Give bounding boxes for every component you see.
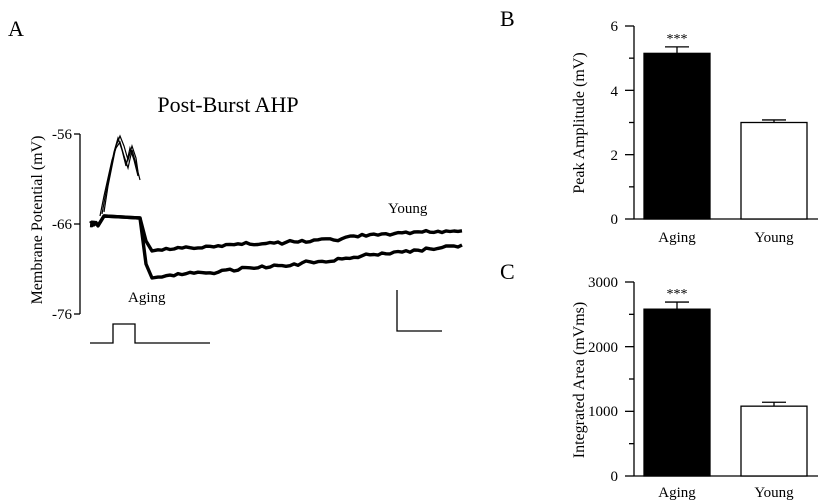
panel-c-y-tick-label: 1000 [588, 404, 618, 420]
panel-c-letter: C [500, 259, 515, 284]
panel-c-category-label-young: Young [754, 485, 794, 501]
panel-a-spike-trace [101, 135, 139, 215]
panel-c-category-label-aging: Aging [658, 485, 696, 501]
panel-b-category-label-young: Young [754, 230, 794, 246]
panel-a-scale-bar [396, 290, 442, 332]
panel-b-y-tick-label: 4 [611, 84, 619, 100]
panel-a-young-trace [89, 214, 463, 253]
panel-a-aging-trace [89, 214, 463, 280]
panel-a-title: Post-Burst AHP [157, 92, 298, 117]
panel-c-significance: *** [667, 287, 688, 302]
panel-a-spike-trace [99, 140, 141, 217]
panel-c-y-tick-label: 3000 [588, 275, 618, 291]
panel-b-bar-young [740, 121, 808, 220]
panel-a-letter: A [8, 16, 24, 41]
panel-a-aging-label: Aging [128, 290, 166, 306]
panel-c: Integrated Area (mVms) 0 1000 2000 3000 … [571, 275, 818, 501]
panel-a-spike-trace [103, 134, 139, 213]
panel-a-y-tick-label: -56 [52, 127, 72, 143]
panel-c-y-tick-label: 0 [611, 469, 619, 485]
panel-c-bar-aging [643, 308, 711, 477]
panel-a-y-tick-label: -66 [52, 217, 72, 233]
panel-b-y-tick-label: 6 [611, 19, 619, 35]
panel-a-stimulus-protocol [90, 323, 210, 344]
panel-b-y-tick-label: 0 [611, 212, 619, 228]
panel-b-y-tick-label: 2 [611, 148, 619, 164]
panel-c-bar-young [740, 405, 808, 477]
panel-b: Peak Amplitude (mV) 0 2 4 6 Aging Young … [571, 19, 818, 246]
panel-b-letter: B [500, 6, 515, 31]
panel-c-y-tick-label: 2000 [588, 340, 618, 356]
panel-a-young-label: Young [388, 201, 428, 217]
panel-a: Post-Burst AHP Membrane Potential (mV) -… [29, 92, 463, 344]
panel-b-category-label-aging: Aging [658, 230, 696, 246]
panel-b-significance: *** [667, 32, 688, 47]
panel-a-y-axis-label: Membrane Potential (mV) [29, 136, 46, 305]
panel-b-bar-aging [643, 52, 711, 220]
panel-c-y-axis-label: Integrated Area (mVms) [571, 302, 588, 458]
panel-b-y-axis-label: Peak Amplitude (mV) [571, 52, 588, 193]
panel-a-y-tick-label: -76 [52, 307, 72, 323]
